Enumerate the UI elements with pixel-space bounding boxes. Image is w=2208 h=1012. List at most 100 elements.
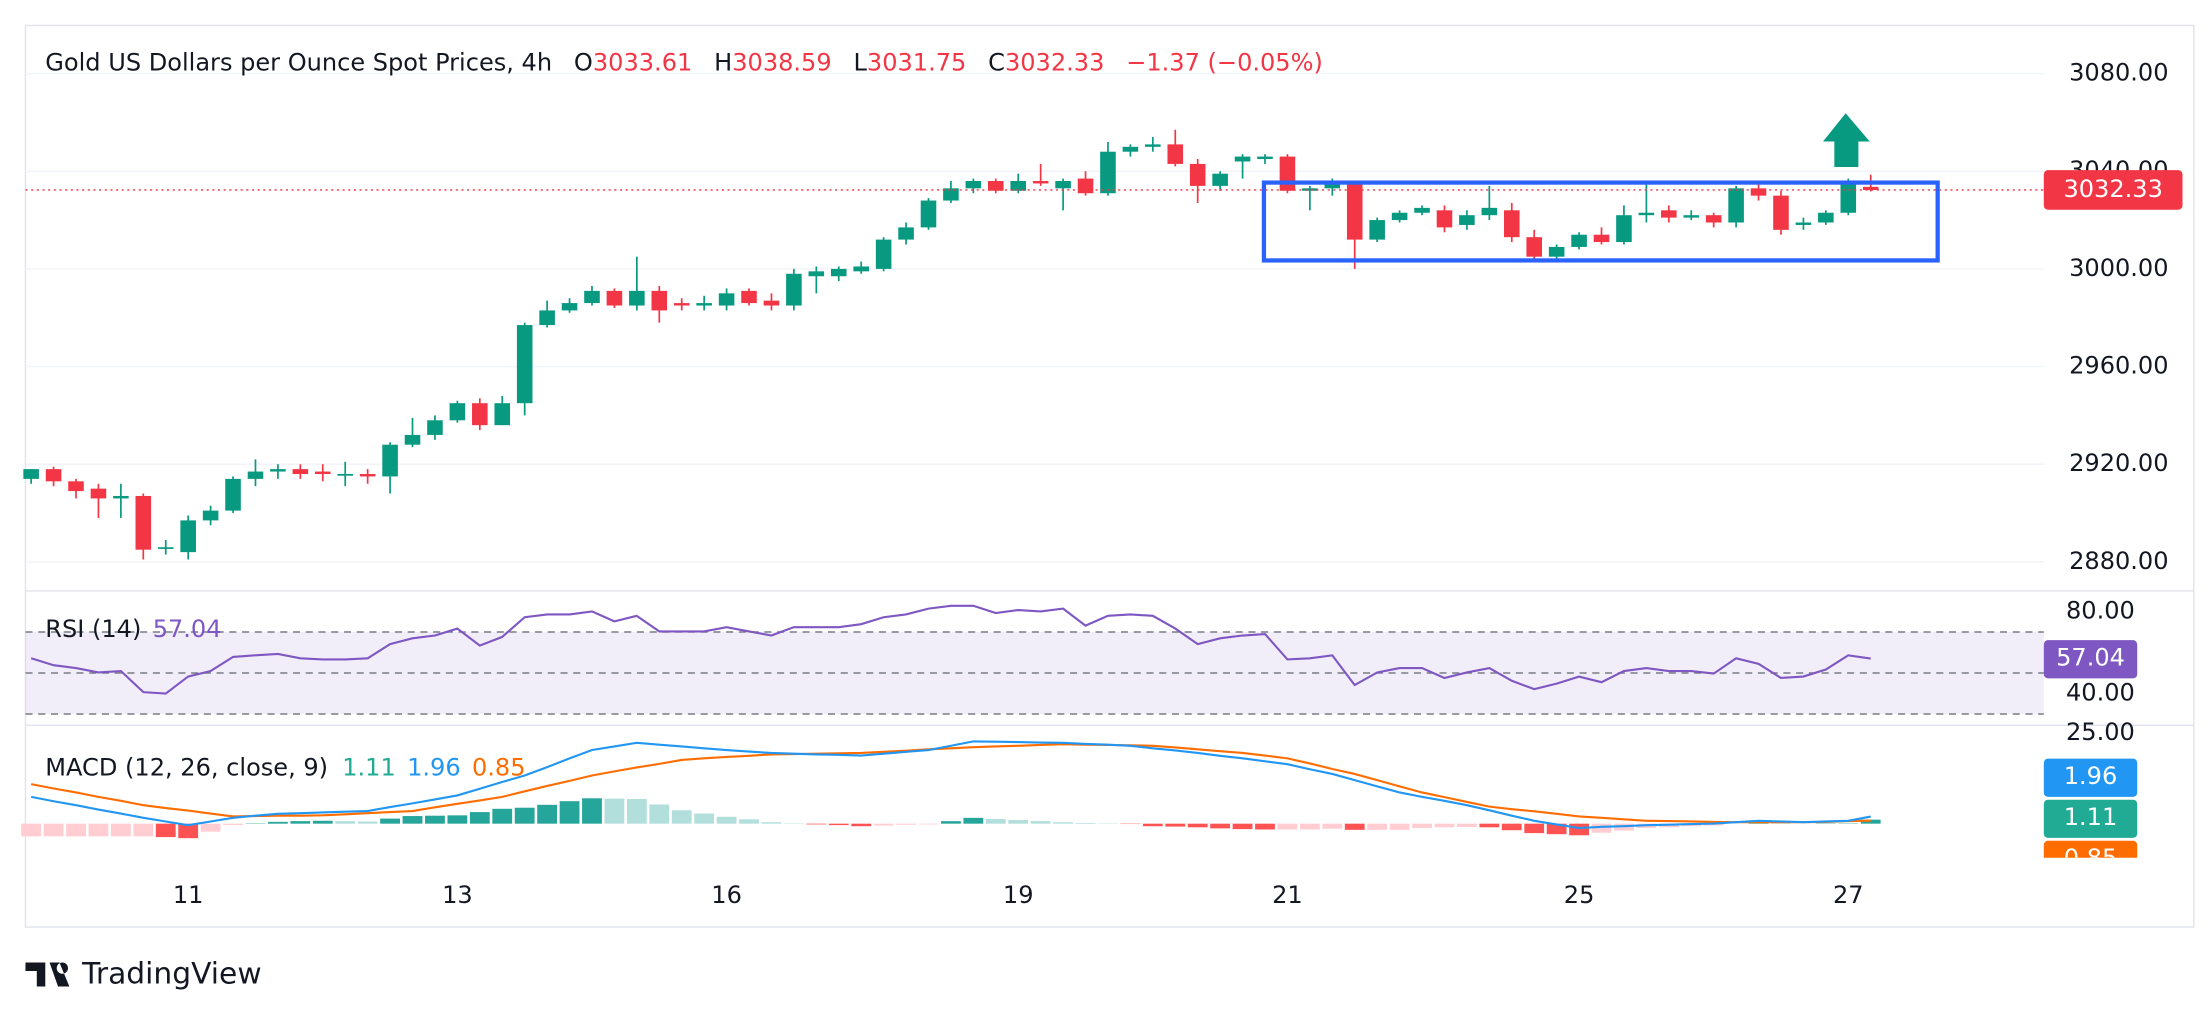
histogram-bar (694, 813, 715, 824)
ohlc-value: 3031.75 (867, 49, 966, 77)
logo-mark (25, 962, 70, 987)
histogram-bar (739, 819, 759, 824)
histogram-bar (851, 823, 872, 827)
rsi-tag: 57.04 (2056, 644, 2125, 672)
histogram-bar (88, 823, 109, 837)
rsi-value: 57.04 (153, 615, 222, 643)
histogram-bar (806, 823, 827, 825)
candle-body (449, 403, 466, 421)
histogram-bar (918, 823, 939, 825)
candle-body (898, 227, 914, 240)
candle-body (1683, 215, 1700, 218)
candle-body (1100, 151, 1116, 194)
chart-title: Gold US Dollars per Ounce Spot Prices, 4… (45, 49, 1323, 77)
histogram-bar (626, 799, 647, 824)
x-tick-label: 13 (442, 881, 473, 909)
candle-body (1122, 146, 1139, 152)
signal-value: 0.85 (472, 754, 526, 782)
histogram-bar (604, 798, 625, 824)
histogram-bar (1210, 823, 1231, 829)
histogram-bar (21, 823, 42, 837)
candle-body (45, 469, 62, 482)
range-box (1261, 180, 1940, 263)
histogram-bar (43, 823, 64, 837)
brand-name: TradingView (81, 957, 262, 992)
histogram-bar (402, 816, 423, 824)
candle-body (180, 520, 196, 553)
histogram-bar (1389, 823, 1410, 830)
candle-body (494, 403, 511, 426)
candle-body (1257, 156, 1273, 160)
histogram-bar (1434, 823, 1455, 828)
candle-body (1616, 215, 1632, 243)
histogram-bar (761, 822, 782, 824)
candle-body (1526, 237, 1542, 257)
candle-body (1234, 156, 1251, 162)
candle-body (270, 469, 286, 472)
histogram-bar (1322, 823, 1343, 829)
histogram-bar (110, 823, 131, 837)
rsi-line (30, 604, 1871, 695)
histogram-bar (1255, 823, 1275, 830)
histogram-bar (559, 801, 580, 824)
ohlc-label: H (714, 49, 732, 77)
candle-body (1436, 210, 1453, 228)
histogram-bar (1187, 823, 1208, 828)
histogram-bar (649, 804, 670, 824)
candle-body (23, 469, 39, 479)
rsi-title: RSI (14) (45, 615, 141, 643)
x-tick-label: 27 (1833, 881, 1864, 909)
histogram-bar (492, 808, 513, 824)
candle-body (135, 495, 152, 550)
histogram-bar (1479, 823, 1500, 828)
rsi-tag-bg (2043, 640, 2138, 679)
signal-line (30, 743, 1871, 824)
histogram-bar (155, 823, 176, 838)
candle-body (1459, 215, 1475, 225)
candle-body (1369, 220, 1385, 240)
candle-body (1055, 181, 1071, 189)
candle-body (561, 303, 578, 311)
histogram-bar (1277, 823, 1298, 830)
histogram-bar (1008, 820, 1029, 824)
candle-body (1548, 246, 1565, 257)
candle-body (1324, 183, 1341, 189)
histogram-bar (1501, 823, 1522, 831)
histogram-bar (1569, 823, 1589, 836)
x-tick-label: 11 (173, 881, 204, 909)
y-tick-label: 25.00 (2066, 718, 2135, 746)
marks-layer (21, 129, 2044, 839)
histogram-bar (716, 816, 737, 824)
ohlc-value: 3032.33 (1005, 49, 1104, 77)
histogram-bar (1367, 823, 1388, 830)
symbol-title: Gold US Dollars per Ounce Spot Prices, 4… (45, 49, 552, 77)
histogram-bar (425, 815, 445, 824)
candle-body (988, 181, 1004, 191)
candle-body (382, 444, 398, 477)
histogram-bar (66, 823, 86, 837)
macd-tag: 1.96 (2064, 762, 2118, 790)
candle-body (696, 303, 712, 306)
candle-body (606, 290, 623, 306)
price-tag-bg (2043, 170, 2183, 210)
candle-body (741, 290, 757, 304)
x-tick-label: 19 (1003, 881, 1034, 909)
candle-body (1346, 183, 1363, 240)
candle-body (1705, 215, 1722, 223)
candle-body (1818, 212, 1834, 223)
histogram-bar (223, 823, 243, 826)
rsi-legend: RSI (14) 57.04 (45, 615, 221, 643)
histogram-bar (290, 821, 311, 824)
candle-body (875, 239, 892, 269)
histogram-bar (1524, 823, 1545, 834)
macd-title: MACD (12, 26, close, 9) (45, 754, 328, 782)
histogram-bar (1142, 823, 1163, 827)
histogram-bar (312, 820, 333, 824)
histogram-bar (133, 823, 154, 837)
signal-tag-bg (2043, 840, 2138, 858)
candle-body (786, 273, 802, 306)
candle-body (1840, 181, 1857, 213)
candle-body (1167, 144, 1184, 164)
histogram-bar (1771, 822, 1791, 824)
candle-body (718, 293, 735, 306)
